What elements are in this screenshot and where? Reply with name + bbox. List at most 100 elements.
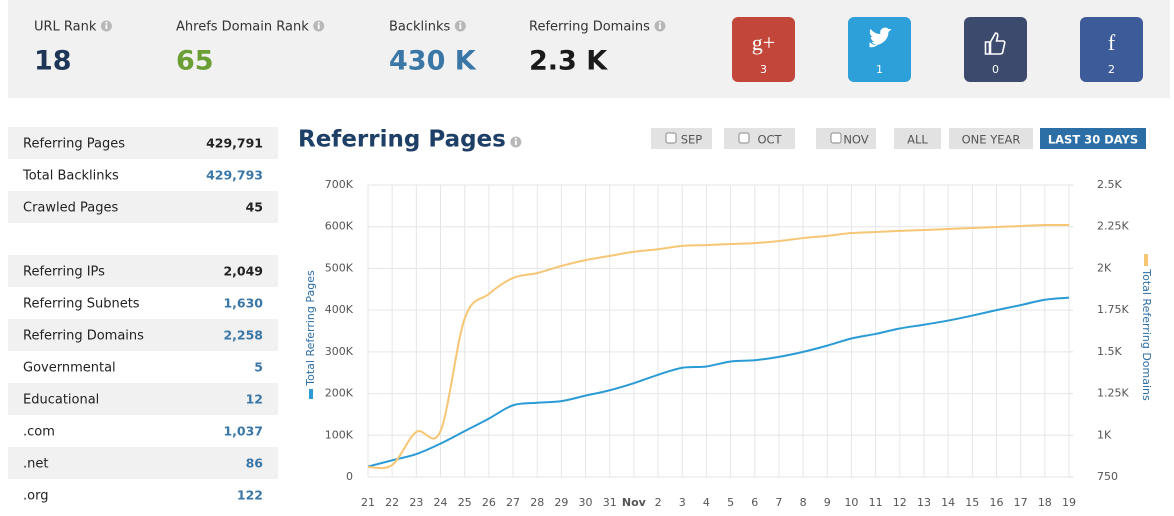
y-tick-label: 500K xyxy=(325,261,354,274)
social-icon: f xyxy=(1108,30,1116,55)
social-button[interactable] xyxy=(848,17,911,82)
range-button[interactable] xyxy=(949,128,1033,149)
x-tick-label: 7 xyxy=(775,496,782,509)
row-value: 122 xyxy=(237,488,263,503)
twitter-icon xyxy=(869,27,892,48)
row-value: 2,258 xyxy=(223,328,263,343)
like-icon xyxy=(984,32,1006,55)
x-tick-label: 19 xyxy=(1062,496,1076,509)
range-button-label: ALL xyxy=(907,133,928,147)
x-tick-label: 3 xyxy=(679,496,686,509)
x-tick-label: 14 xyxy=(941,496,955,509)
social-button[interactable] xyxy=(732,17,795,82)
info-icon-dot xyxy=(459,21,462,24)
table-row xyxy=(8,255,278,287)
stat-label: Ahrefs Domain Rank xyxy=(176,20,309,35)
range-button[interactable] xyxy=(816,128,876,149)
range-button-label: OCT xyxy=(757,133,782,147)
x-tick-label: 6 xyxy=(751,496,758,509)
row-value: 86 xyxy=(246,456,264,471)
x-tick-label: 23 xyxy=(409,496,423,509)
x-tick-label: 26 xyxy=(482,496,496,509)
stat-value: 65 xyxy=(176,46,214,77)
row-value: 1,630 xyxy=(223,296,263,311)
row-label: Referring IPs xyxy=(23,265,105,280)
y2-tick-label: 1.25K xyxy=(1097,387,1129,400)
info-icon-dot xyxy=(105,21,108,24)
y-tick-label: 600K xyxy=(325,220,354,233)
stat-label: Referring Domains xyxy=(529,20,650,35)
row-label: .com xyxy=(23,425,55,440)
range-button-label: LAST 30 DAYS xyxy=(1048,133,1138,147)
table-row xyxy=(8,287,278,319)
x-tick-label: 25 xyxy=(458,496,472,509)
info-icon-glyph xyxy=(459,24,462,29)
y2-tick-label: 2.5K xyxy=(1097,178,1122,191)
table-row xyxy=(8,223,278,255)
info-icon-glyph xyxy=(659,24,661,29)
social-button[interactable] xyxy=(964,17,1027,82)
checkbox[interactable] xyxy=(665,132,677,144)
range-button[interactable] xyxy=(1040,128,1146,149)
row-value: 429,793 xyxy=(206,168,263,183)
y2-tick-label: 1.75K xyxy=(1097,303,1129,316)
row-label: .org xyxy=(23,489,48,504)
row-value: 429,791 xyxy=(206,136,263,151)
table-row xyxy=(8,191,278,223)
x-tick-label: 12 xyxy=(893,496,907,509)
y2-tick-label: 750 xyxy=(1097,470,1118,483)
table-row xyxy=(8,351,278,383)
range-button-label: ONE YEAR xyxy=(962,133,1021,147)
checkbox[interactable] xyxy=(830,132,842,144)
x-tick-label: 24 xyxy=(434,496,448,509)
y-tick-label: 400K xyxy=(325,303,354,316)
table-row xyxy=(8,127,278,159)
x-tick-label: 17 xyxy=(1014,496,1028,509)
series-line xyxy=(367,296,1070,468)
x-tick-label: 18 xyxy=(1038,496,1052,509)
range-buttons: SEP OCT NOV ALL ONE YEAR LAST 30 DAYS xyxy=(651,128,1146,149)
x-tick-label: 10 xyxy=(844,496,858,509)
y-tick-label: 100K xyxy=(325,428,354,441)
row-value: 2,049 xyxy=(223,264,263,279)
x-tick-label: 9 xyxy=(824,496,831,509)
table-row xyxy=(8,415,278,447)
x-tick-label: 27 xyxy=(506,496,520,509)
stat-value: 2.3 K xyxy=(529,46,608,77)
y-tick-label: 0 xyxy=(346,470,353,483)
y2-tick-label: 2K xyxy=(1097,261,1112,274)
row-label: Referring Subnets xyxy=(23,297,140,312)
legend-swatch xyxy=(1144,254,1148,266)
info-icon-dot xyxy=(658,21,661,24)
row-label: Educational xyxy=(23,393,99,408)
row-label: .net xyxy=(23,457,48,472)
table-row xyxy=(8,383,278,415)
range-button[interactable] xyxy=(894,128,941,149)
checkbox[interactable] xyxy=(738,132,750,144)
x-tick-label: 16 xyxy=(989,496,1003,509)
x-tick-label: 15 xyxy=(965,496,979,509)
y2-tick-label: 2.25K xyxy=(1097,220,1129,233)
y2-axis-title: Total Referring Domains xyxy=(1140,268,1153,401)
row-value: 12 xyxy=(246,392,263,407)
stat-value: 430 K xyxy=(389,46,477,77)
y-tick-label: 200K xyxy=(325,387,354,400)
stat-label: Backlinks xyxy=(389,20,451,35)
y2-tick-label: 1.5K xyxy=(1097,345,1122,358)
row-label: Referring Domains xyxy=(23,329,144,344)
x-tick-label: 31 xyxy=(603,496,617,509)
info-icon-glyph xyxy=(317,24,320,29)
y-tick-label: 300K xyxy=(325,345,354,358)
info-icon-glyph xyxy=(514,140,517,145)
x-tick-label: Nov xyxy=(622,496,647,509)
row-value: 5 xyxy=(254,360,263,375)
social-button[interactable] xyxy=(1080,17,1143,82)
x-tick-label: 11 xyxy=(869,496,883,509)
table-row xyxy=(8,447,278,479)
x-tick-label: 5 xyxy=(727,496,734,509)
chart: 0 100K 200K 300K 400K 500K 600K 700K 750 1K 1.25K 1… xyxy=(304,178,1153,509)
stat-label: URL Rank xyxy=(34,20,97,35)
social-count: 2 xyxy=(1108,63,1115,76)
row-value: 45 xyxy=(246,200,263,215)
